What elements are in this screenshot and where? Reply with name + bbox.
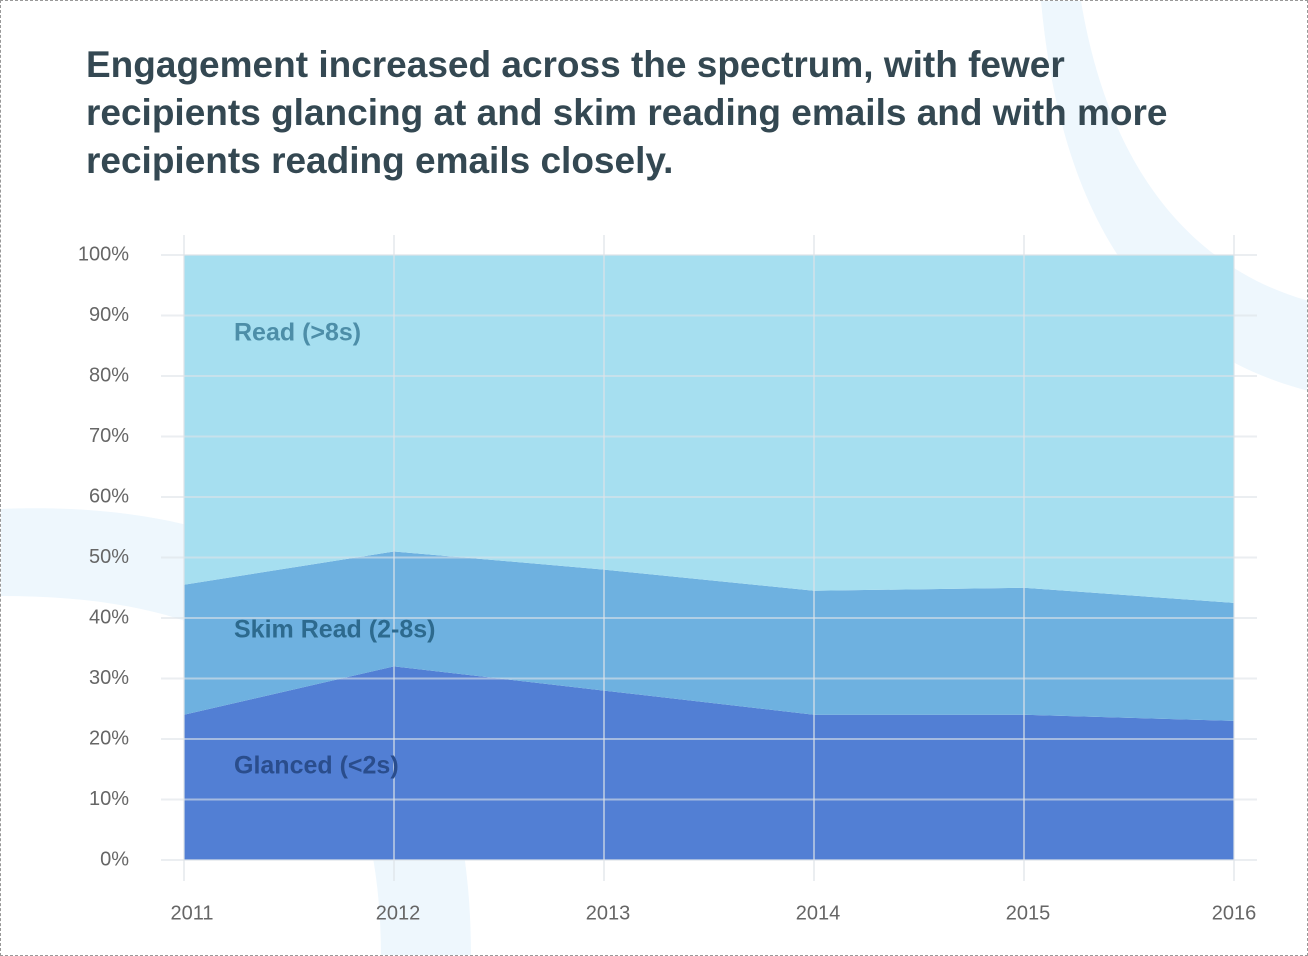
- decor-arc: [1041, 1, 1307, 391]
- x-tick-label: 2016: [1212, 902, 1257, 924]
- x-tick-label: 2011: [170, 902, 213, 924]
- area: [184, 255, 1234, 603]
- y-tick-label: 60%: [89, 485, 129, 507]
- y-tick-label: 90%: [89, 304, 129, 326]
- x-tick-label: 2015: [1006, 902, 1051, 924]
- series-label: Read (>8s): [234, 319, 361, 347]
- y-tick-label: 10%: [89, 788, 129, 810]
- y-tick-label: 70%: [89, 425, 129, 447]
- x-tick-label: 2014: [796, 902, 841, 924]
- y-tick-label: 50%: [89, 546, 129, 568]
- series-label: Skim Read (2-8s): [234, 616, 435, 644]
- y-tick-label: 30%: [89, 667, 129, 689]
- area: [184, 666, 1234, 860]
- y-tick-label: 40%: [89, 606, 129, 628]
- x-tick-label: 2013: [586, 902, 631, 924]
- chart-title: Engagement increased across the spectrum…: [86, 44, 1168, 181]
- y-tick-label: 80%: [89, 364, 129, 386]
- y-tick-label: 20%: [89, 727, 129, 749]
- y-tick-label: 0%: [100, 848, 129, 870]
- series-label: Glanced (<2s): [234, 752, 399, 780]
- x-tick-label: 2012: [376, 902, 421, 924]
- y-tick-label: 100%: [78, 243, 129, 265]
